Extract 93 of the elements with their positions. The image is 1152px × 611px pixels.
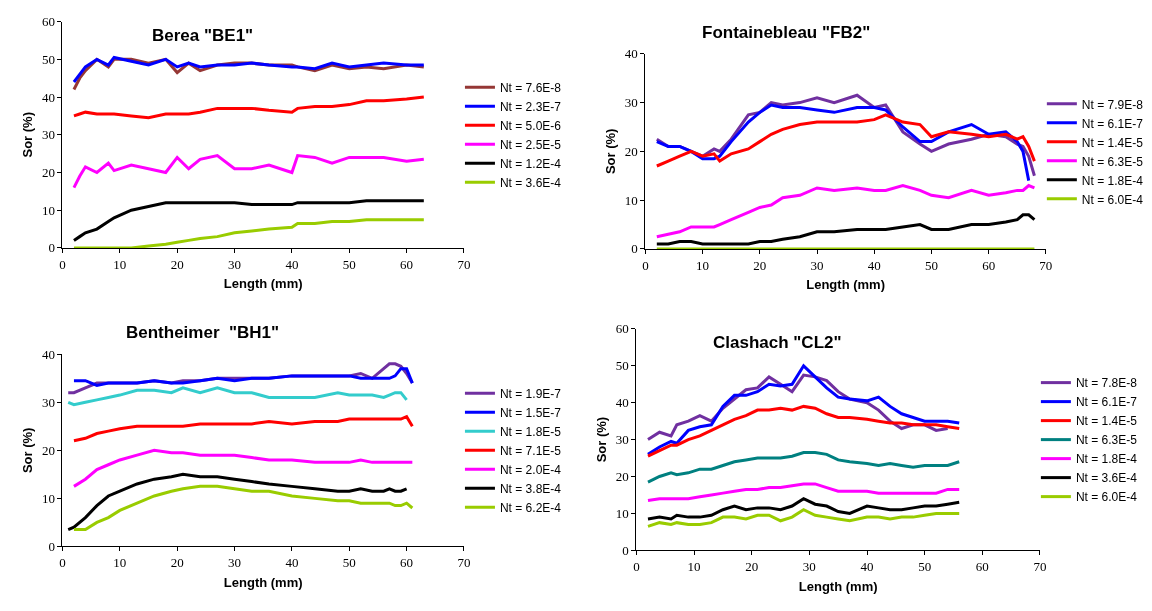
y-tick-label: 40: [41, 89, 55, 105]
legend-label: Nt = 1.5E-7: [499, 406, 562, 421]
y-tick-label: 20: [615, 469, 629, 485]
y-tick-label: 40: [615, 395, 629, 411]
legend-label: Nt = 7.6E-8: [499, 80, 562, 95]
legend-label: Nt = 7.8E-8: [1075, 376, 1138, 391]
x-tick-label: 40: [285, 555, 299, 571]
y-axis-title: Sor (%): [602, 128, 618, 175]
x-tick-label: 20: [170, 555, 184, 571]
legend-label: Nt = 6.0E-4: [1081, 192, 1144, 207]
y-tick-label: 10: [615, 505, 629, 521]
legend-label: Nt = 1.4E-5: [1075, 414, 1138, 429]
legend-label: Nt = 7.1E-5: [499, 444, 562, 459]
x-tick-label: 0: [59, 256, 66, 272]
legend-label: Nt = 1.8E-4: [1081, 173, 1144, 188]
y-tick-label: 60: [41, 14, 55, 30]
y-tick-label: 30: [624, 95, 638, 111]
x-tick-label: 40: [867, 257, 881, 273]
y-axis-title: Sor (%): [19, 112, 35, 158]
x-tick-label: 40: [860, 558, 874, 574]
x-tick-label: 20: [170, 256, 184, 272]
legend-label: Nt = 1.4E-5: [1081, 135, 1144, 150]
legend-label: Nt = 1.2E-4: [499, 156, 562, 171]
x-tick-label: 50: [342, 256, 356, 272]
y-tick-label: 20: [624, 143, 638, 159]
x-tick-label: 70: [457, 555, 471, 571]
legend-label: Nt = 5.0E-6: [499, 118, 562, 133]
y-tick-label: 20: [41, 442, 55, 458]
y-axis-title: Sor (%): [19, 427, 35, 474]
x-axis-title: Length (mm): [806, 277, 885, 293]
legend-label: Nt = 1.9E-7: [499, 387, 562, 402]
legend-label: Nt = 6.3E-5: [1075, 433, 1138, 448]
chart-title: Bentheimer "BH1": [126, 323, 280, 342]
y-tick-label: 0: [48, 240, 55, 256]
y-tick-label: 50: [41, 51, 55, 67]
legend-label: Nt = 6.2E-4: [499, 501, 562, 516]
legend-label: Nt = 1.8E-4: [1075, 452, 1138, 467]
y-tick-label: 0: [631, 241, 638, 257]
x-tick-label: 70: [1033, 558, 1047, 574]
x-tick-label: 20: [745, 558, 759, 574]
x-tick-label: 30: [228, 256, 242, 272]
y-tick-label: 10: [41, 202, 55, 218]
legend-label: Nt = 1.8E-5: [499, 425, 562, 440]
y-tick-label: 40: [624, 46, 638, 62]
y-tick-label: 10: [41, 490, 55, 506]
y-tick-label: 30: [615, 432, 629, 448]
x-tick-label: 70: [1039, 257, 1053, 273]
x-axis-title: Length (mm): [798, 578, 878, 594]
legend-label: Nt = 2.5E-5: [499, 137, 562, 152]
y-tick-label: 40: [41, 346, 55, 362]
x-axis-title: Length (mm): [223, 276, 303, 292]
x-tick-label: 50: [342, 555, 356, 571]
chart-title: Berea "BE1": [152, 26, 254, 45]
x-tick-label: 60: [982, 257, 996, 273]
y-tick-label: 30: [41, 127, 55, 143]
y-axis-title: Sor (%): [593, 416, 609, 463]
x-tick-label: 10: [113, 256, 127, 272]
legend-label: Nt = 6.1E-7: [1075, 395, 1138, 410]
legend-label: Nt = 2.0E-4: [499, 463, 562, 478]
y-tick-label: 30: [41, 394, 55, 410]
y-tick-label: 20: [41, 165, 55, 181]
x-tick-label: 10: [696, 257, 710, 273]
x-tick-label: 70: [457, 256, 471, 272]
x-tick-label: 50: [924, 257, 938, 273]
x-tick-label: 10: [687, 558, 701, 574]
x-axis-title: Length (mm): [223, 574, 303, 590]
chart-title: Clashach "CL2": [713, 333, 842, 352]
legend-label: Nt = 2.3E-7: [499, 99, 562, 114]
x-tick-label: 60: [400, 256, 414, 272]
legend-label: Nt = 3.6E-4: [1075, 471, 1138, 486]
x-tick-label: 0: [642, 257, 649, 273]
legend-label: Nt = 6.3E-5: [1081, 154, 1144, 169]
x-tick-label: 60: [400, 555, 414, 571]
x-tick-label: 40: [285, 256, 299, 272]
x-tick-label: 30: [228, 555, 242, 571]
y-tick-label: 50: [615, 358, 629, 374]
x-tick-label: 0: [59, 555, 66, 571]
x-tick-label: 30: [810, 257, 824, 273]
x-tick-label: 10: [113, 555, 127, 571]
legend-label: Nt = 3.6E-4: [499, 175, 562, 190]
y-tick-label: 60: [615, 321, 629, 337]
chart-title: Fontainebleau "FB2": [702, 23, 871, 42]
y-tick-label: 0: [622, 542, 629, 558]
y-tick-label: 0: [48, 538, 55, 554]
legend-label: Nt = 6.0E-4: [1075, 490, 1138, 505]
x-tick-label: 30: [802, 558, 816, 574]
legend-label: Nt = 7.9E-8: [1081, 97, 1144, 112]
y-tick-label: 10: [624, 192, 638, 208]
legend-label: Nt = 6.1E-7: [1081, 116, 1144, 131]
x-tick-label: 50: [918, 558, 932, 574]
x-tick-label: 20: [753, 257, 767, 273]
legend-label: Nt = 3.8E-4: [499, 482, 562, 497]
x-tick-label: 60: [975, 558, 989, 574]
